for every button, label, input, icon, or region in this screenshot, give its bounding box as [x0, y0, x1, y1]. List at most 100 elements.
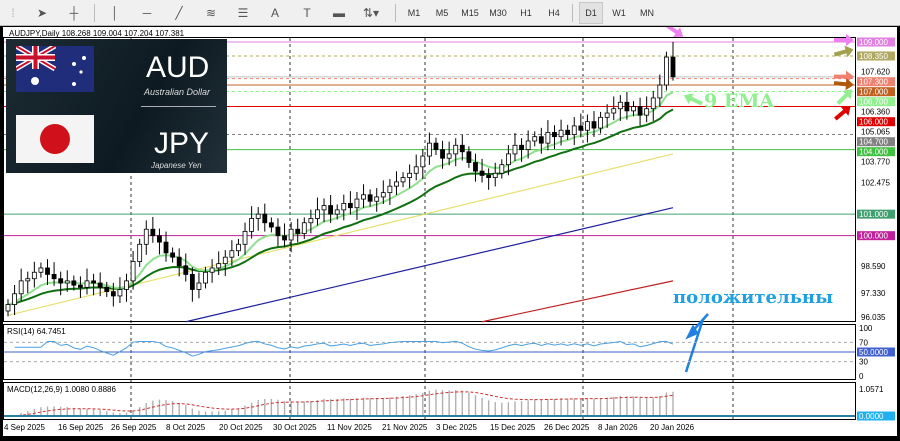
- rsi-panel-frame: [3, 324, 856, 380]
- candle-body: [12, 293, 17, 305]
- candle-body: [374, 196, 380, 202]
- quote-currency-name: Japanese Yen: [151, 161, 202, 170]
- candle-body: [650, 97, 656, 110]
- candle-body: [670, 56, 676, 78]
- text-label-icon[interactable]: T: [303, 5, 311, 20]
- channel-icon[interactable]: ☰: [237, 5, 249, 20]
- candle-body: [571, 125, 577, 135]
- australia-flag-icon: [16, 46, 94, 92]
- timeframe-m1[interactable]: M1: [407, 7, 421, 18]
- price-level-tag: [857, 87, 895, 97]
- candle-body: [505, 153, 511, 166]
- text-icon[interactable]: A: [270, 5, 279, 20]
- main-plot-frame: [3, 37, 856, 322]
- candle-body: [545, 131, 551, 144]
- candle-body: [91, 280, 96, 284]
- candle-body: [394, 181, 399, 187]
- candle-body: [334, 209, 340, 215]
- candle-body: [189, 274, 195, 290]
- candle-body: [631, 106, 636, 112]
- candle-body: [236, 243, 241, 252]
- arrow-icon: [833, 45, 854, 58]
- candle-body: [222, 256, 228, 265]
- trendline-icon[interactable]: ╱: [175, 5, 183, 20]
- price-axis-tick: 105.065: [861, 128, 890, 137]
- timeframe-w1[interactable]: W1: [612, 7, 626, 18]
- rsi-axis-tick: 100: [859, 324, 873, 333]
- price-level-label: 104.000: [859, 148, 888, 157]
- price-level-tag: [857, 147, 895, 157]
- candle-body: [183, 265, 189, 275]
- timeframe-m15[interactable]: M15: [461, 7, 479, 18]
- arrow-icon: [833, 78, 854, 91]
- candle-body: [110, 291, 116, 297]
- macd-label: MACD(12,26,9) 1.0080 0.8886: [7, 385, 117, 394]
- price-axis-tick: 102.475: [861, 178, 890, 187]
- candle-body: [341, 202, 347, 211]
- base-currency: AUD: [146, 51, 210, 84]
- date-axis-label: 11 Nov 2025: [327, 423, 372, 432]
- candle-body: [170, 252, 176, 258]
- macd-axis-tick: 1.0571: [859, 385, 884, 394]
- positive-annotation: положительны: [673, 287, 834, 308]
- rsi-label: RSI(14) 64.7451: [7, 327, 66, 336]
- candle-body: [104, 286, 110, 293]
- price-level-tag: [857, 51, 895, 61]
- candle-body: [433, 142, 439, 150]
- timeframe-mn[interactable]: MN: [640, 7, 654, 18]
- price-axis-tick: 106.360: [861, 108, 890, 117]
- rsi-axis-tick: 0: [859, 372, 864, 381]
- candle-body: [163, 241, 169, 254]
- arrow-icon: [665, 23, 684, 38]
- shapes-dropdown-icon[interactable]: ⇅▾: [362, 5, 380, 20]
- candle-body: [328, 205, 334, 215]
- candle-body: [143, 228, 149, 245]
- date-axis-label: 4 Sep 2025: [4, 423, 45, 432]
- price-axis-tick: 97.330: [861, 289, 886, 298]
- rsi-line: [14, 340, 674, 357]
- arrow-icon: [683, 93, 703, 106]
- date-axis-label: 26 Sep 2025: [111, 423, 157, 432]
- price-level-label: 100.000: [859, 232, 888, 241]
- candle-body: [321, 205, 327, 211]
- candle-body: [367, 194, 373, 202]
- candle-body: [97, 282, 103, 288]
- candle-body: [58, 278, 64, 284]
- timeframe-h1[interactable]: H1: [520, 7, 532, 18]
- price-level-tag: [857, 97, 895, 107]
- candle-body: [624, 101, 630, 112]
- vertical-line-icon[interactable]: │: [111, 5, 119, 20]
- timeframe-d1[interactable]: D1: [579, 1, 603, 24]
- toolbar-grip: ⁞: [11, 5, 15, 20]
- candle-body: [242, 230, 248, 245]
- rectangle-icon[interactable]: ▬: [333, 5, 345, 20]
- chart-canvas[interactable]: 109.000 108.350 107.620107.300107.000106.7…: [3, 23, 897, 436]
- candle-body: [308, 218, 314, 224]
- timeframe-m30[interactable]: M30: [489, 7, 507, 18]
- candle-body: [525, 140, 531, 150]
- candle-body: [31, 271, 37, 280]
- red-ma-line: [481, 280, 674, 323]
- candle-body: [453, 144, 459, 155]
- fibonacci-icon[interactable]: ≋: [205, 5, 217, 20]
- macd-signal-line: [7, 391, 674, 417]
- ema-9-line: [7, 91, 674, 306]
- cursor-icon[interactable]: ➤: [36, 5, 48, 20]
- arrow-icon: [836, 89, 853, 105]
- ema-annotation: 9 EMA: [704, 90, 775, 112]
- candle-body: [446, 153, 452, 159]
- chart-window: 109.000 108.350 107.620 107.300 107.000 106.7…: [3, 23, 897, 436]
- candle-body: [315, 209, 320, 219]
- horizontal-line-icon[interactable]: ─: [142, 5, 152, 20]
- price-level-label: 109.000: [859, 38, 888, 47]
- timeframe-m5[interactable]: M5: [435, 7, 449, 18]
- candle-body: [117, 289, 123, 297]
- crosshair-icon[interactable]: ┼: [69, 5, 79, 20]
- timeframe-h4[interactable]: H4: [548, 7, 560, 18]
- price-axis-tick: 96.035: [861, 313, 886, 322]
- price-level-label: 106.000: [859, 118, 888, 127]
- rsi-axis-tick: 50.0000: [859, 348, 888, 357]
- date-axis-label: 3 Dec 2025: [436, 423, 477, 432]
- candle-body: [301, 222, 307, 234]
- candle-body: [512, 144, 518, 155]
